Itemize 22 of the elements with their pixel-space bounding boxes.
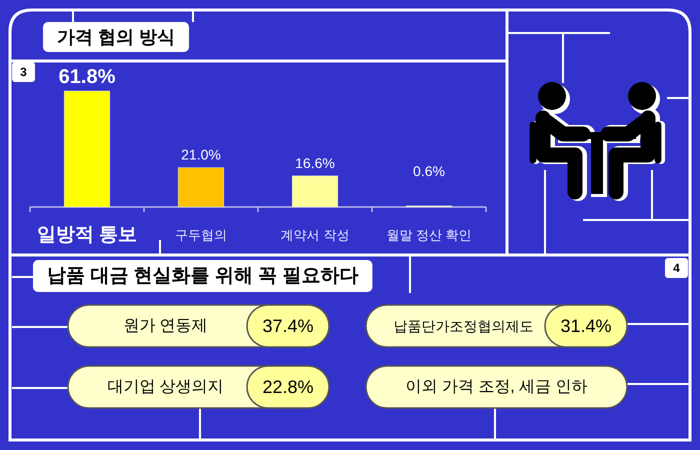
text: 납품 대금 현실화를 위해 꼭 필요하다 xyxy=(47,266,358,286)
data-label: 0.6% xyxy=(413,163,445,179)
bar xyxy=(292,176,338,208)
data-label: 31.4% xyxy=(560,316,612,336)
text: 4 xyxy=(673,261,680,275)
x-tick-label: 계약서 작성 xyxy=(280,228,350,242)
category-label: 원가 연동제 xyxy=(123,318,208,334)
x-tick-label: 일방적 통보 xyxy=(36,224,138,246)
data-label: 37.4% xyxy=(262,316,314,336)
x-tick-label: 월말 정산 확인 xyxy=(386,228,472,242)
data-label: 21.0% xyxy=(181,146,221,163)
bar xyxy=(178,167,224,208)
bar xyxy=(64,90,110,208)
category-label: 납품단가조정협의제도 xyxy=(394,318,534,334)
data-label: 16.6% xyxy=(295,154,335,171)
category-label: 대기업 상생의지 xyxy=(107,378,224,396)
data-label: 22.8% xyxy=(262,377,314,397)
data-label: 61.8% xyxy=(58,66,116,88)
chart-title: 가격 협의 방식 xyxy=(57,27,176,47)
category-label: 이외 가격 조정, 세금 인하 xyxy=(405,378,588,396)
x-tick-label: 구두협의 xyxy=(175,228,227,242)
text: 3 xyxy=(20,65,28,79)
